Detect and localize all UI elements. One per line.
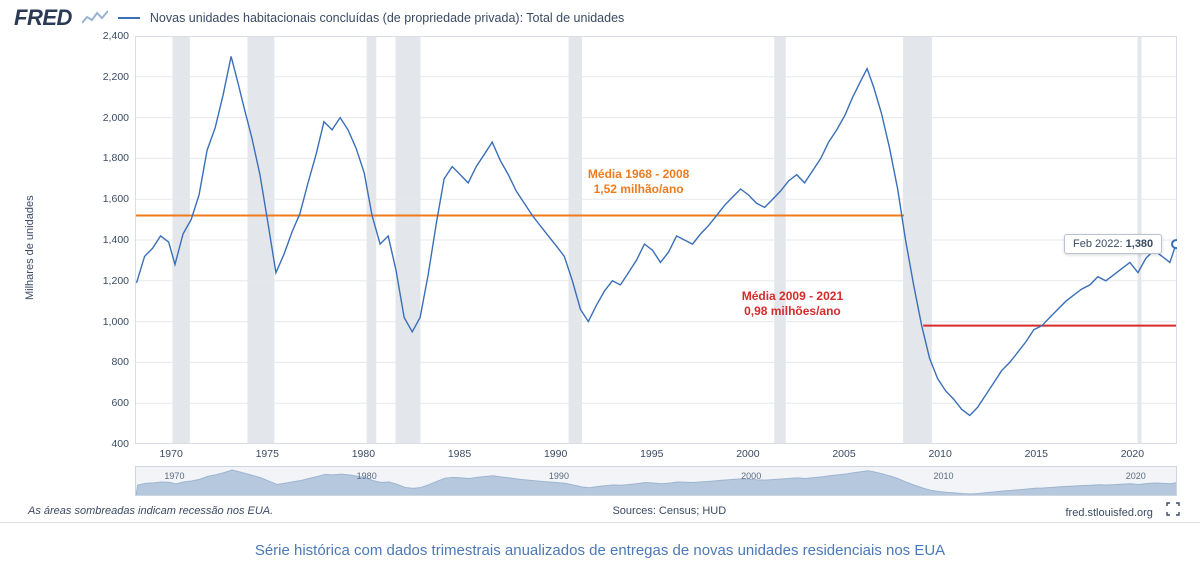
svg-text:1980: 1980 [357,471,377,481]
y-tick-label: 600 [111,397,129,409]
svg-text:1990: 1990 [549,471,569,481]
x-tick-label: 2020 [1121,448,1144,460]
legend-label: Novas unidades habitacionais concluídas … [150,11,624,25]
y-tick-label: 1,600 [103,193,129,205]
svg-text:2010: 2010 [933,471,953,481]
divider [0,522,1200,523]
chart-footer: As áreas sombreadas indicam recessão nos… [28,502,1180,519]
y-tick-label: 2,200 [103,71,129,83]
x-tick-label: 1970 [159,448,182,460]
fred-logo-text: FRED [14,5,72,31]
fullscreen-icon[interactable] [1166,502,1180,516]
range-navigator[interactable]: 1970 1980 1990 2000 2010 2020 [135,466,1177,496]
fred-logo-icon [82,9,108,27]
tooltip-label: Feb 2022: [1073,238,1123,250]
y-tick-label: 1,800 [103,152,129,164]
site-link[interactable]: fred.stlouisfed.org [1065,507,1152,519]
recession-note: As áreas sombreadas indicam recessão nos… [28,505,273,517]
annotation-avg-2009-2021: Média 2009 - 20210,98 milhões/ano [742,289,843,319]
y-tick-label: 2,400 [103,30,129,42]
chart-header: FRED Novas unidades habitacionais conclu… [14,6,1186,30]
y-tick-label: 400 [111,438,129,450]
chart-plot[interactable] [135,36,1177,444]
x-tick-label: 1995 [640,448,663,460]
fred-chart-widget: FRED Novas unidades habitacionais conclu… [0,0,1200,574]
x-tick-label: 1990 [544,448,567,460]
y-tick-label: 2,000 [103,112,129,124]
svg-text:2020: 2020 [1126,471,1146,481]
y-tick-label: 1,200 [103,275,129,287]
y-tick-label: 800 [111,356,129,368]
legend-swatch [118,17,140,19]
footer-right: fred.stlouisfed.org [1065,502,1180,519]
x-tick-label: 2000 [736,448,759,460]
x-tick-label: 1985 [448,448,471,460]
x-tick-label: 1975 [256,448,279,460]
chart-caption: Série histórica com dados trimestrais an… [0,542,1200,559]
tooltip-value: 1,380 [1126,238,1154,250]
y-tick-label: 1,400 [103,234,129,246]
x-tick-label: 2015 [1025,448,1048,460]
svg-text:1970: 1970 [164,471,184,481]
sources-text: Sources: Census; HUD [612,505,726,517]
y-tick-label: 1,000 [103,316,129,328]
y-axis-label: Milhares de unidades [24,195,36,300]
hover-tooltip: Feb 2022: 1,380 [1064,234,1162,254]
annotation-avg-1968-2008: Média 1968 - 20081,52 milhão/ano [588,167,689,197]
x-tick-label: 2005 [832,448,855,460]
x-tick-label: 2010 [928,448,951,460]
svg-text:2000: 2000 [741,471,761,481]
x-tick-label: 1980 [352,448,375,460]
